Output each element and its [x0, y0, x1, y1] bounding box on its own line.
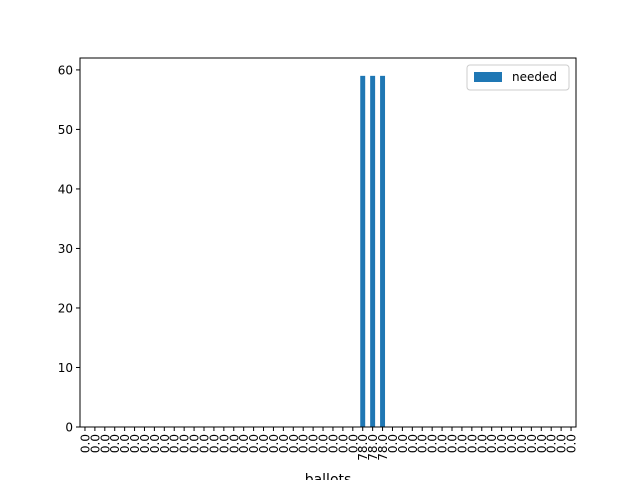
- x-tick-label: 0.0: [138, 434, 152, 453]
- x-tick-label: 0.0: [465, 434, 479, 453]
- x-tick-label: 0.0: [495, 434, 509, 453]
- bars-group: [360, 75, 386, 428]
- y-tick-label: 50: [58, 123, 73, 137]
- legend-swatch: [474, 72, 502, 82]
- x-tick-label: 0.0: [555, 434, 569, 453]
- bar-needed-29: [370, 75, 376, 428]
- x-tick-label: 0.0: [386, 434, 400, 453]
- x-tick-label: 0.0: [317, 434, 331, 453]
- x-tick-label: 0.0: [267, 434, 281, 453]
- y-axis: 0 10 20 30 40 50 60: [58, 63, 80, 435]
- x-tick-label: 0.0: [257, 434, 271, 453]
- x-tick-label: 0.0: [188, 434, 202, 453]
- legend: needed: [466, 64, 570, 91]
- x-tick-label: 0.0: [198, 434, 212, 453]
- x-tick-label: 0.0: [287, 434, 301, 453]
- plot-frame: [79, 57, 577, 428]
- x-tick-label: 0.0: [158, 434, 172, 453]
- legend-label: needed: [512, 70, 557, 84]
- y-tick-label: 40: [58, 182, 73, 196]
- x-tick-label: 0.0: [396, 434, 410, 453]
- x-tick-label: 0.0: [455, 434, 469, 453]
- x-tick-label: 0.0: [436, 434, 450, 453]
- legend-box: [466, 64, 570, 91]
- bar-needed-30: [380, 75, 386, 428]
- bar-needed-28: [360, 75, 366, 428]
- x-tick-label: 0.0: [207, 434, 221, 453]
- x-tick-label: 0.0: [326, 434, 340, 453]
- x-tick-label: 0.0: [227, 434, 241, 453]
- x-tick-label: 0.0: [565, 434, 579, 453]
- x-tick-label: 0.0: [515, 434, 529, 453]
- x-tick-label: 0.0: [108, 434, 122, 453]
- y-tick-label: 0: [65, 421, 73, 435]
- x-tick-label: 0.0: [78, 434, 92, 453]
- x-tick-label: 0.0: [505, 434, 519, 453]
- x-tick-label: 78.0: [356, 434, 370, 461]
- x-tick-label: 0.0: [545, 434, 559, 453]
- x-tick-label: 0.0: [128, 434, 142, 453]
- x-tick-label: 0.0: [178, 434, 192, 453]
- x-tick-label: 0.0: [346, 434, 360, 453]
- y-tick-label: 60: [58, 63, 73, 77]
- x-tick-label: 0.0: [217, 434, 231, 453]
- x-tick-label: 0.0: [237, 434, 251, 453]
- x-tick-label: 0.0: [446, 434, 460, 453]
- x-tick-label: 0.0: [88, 434, 102, 453]
- x-tick-label: 78.0: [366, 434, 380, 461]
- x-tick-label: 0.0: [307, 434, 321, 453]
- x-tick-label: 0.0: [535, 434, 549, 453]
- y-tick-label: 20: [58, 301, 73, 315]
- x-tick-label: 0.0: [336, 434, 350, 453]
- x-axis-label: ballots: [305, 472, 352, 480]
- x-tick-label: 0.0: [525, 434, 539, 453]
- x-tick-label: 0.0: [168, 434, 182, 453]
- x-tick-label: 0.0: [485, 434, 499, 453]
- x-tick-label: 0.0: [426, 434, 440, 453]
- x-tick-label: 0.0: [416, 434, 430, 453]
- y-tick-label: 30: [58, 242, 73, 256]
- x-tick-label: 0.0: [247, 434, 261, 453]
- x-tick-label: 0.0: [406, 434, 420, 453]
- x-tick-label: 0.0: [297, 434, 311, 453]
- x-tick-label: 78.0: [376, 434, 390, 461]
- x-tick-label: 0.0: [148, 434, 162, 453]
- x-axis: 0.00.00.00.00.00.00.00.00.00.00.00.00.00…: [78, 427, 579, 461]
- x-tick-label: 0.0: [475, 434, 489, 453]
- x-tick-label: 0.0: [98, 434, 112, 453]
- y-tick-label: 10: [58, 361, 73, 375]
- x-tick-label: 0.0: [277, 434, 291, 453]
- x-tick-label: 0.0: [118, 434, 132, 453]
